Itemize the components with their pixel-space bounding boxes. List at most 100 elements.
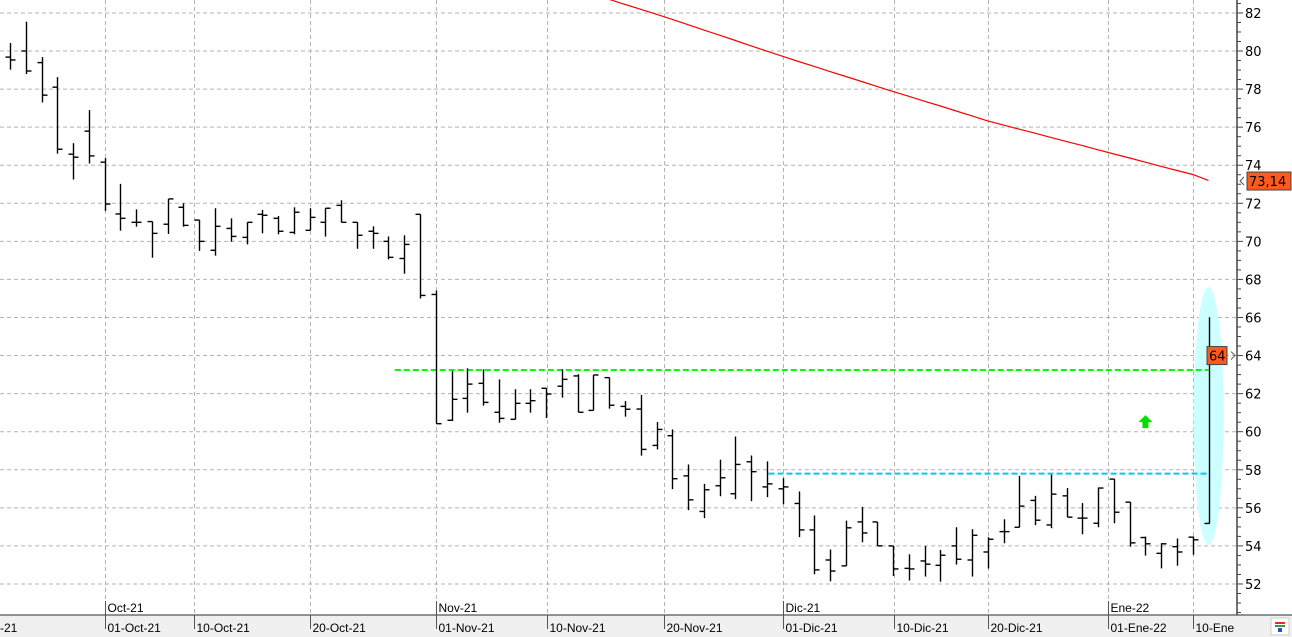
ohlc-bar [872,521,883,547]
ohlc-bar [494,379,505,423]
ohlc-bar [336,200,347,224]
y-tick-label: 60 [1245,426,1262,441]
y-tick-label: 70 [1245,235,1262,250]
x-tick-label: -21 [0,621,18,635]
price-label: 73,14 [1249,175,1286,190]
price-bars [5,21,1215,582]
y-tick-label: 80 [1245,45,1262,60]
ohlc-bar [1109,478,1120,524]
y-tick-label: 58 [1245,464,1262,479]
ohlc-bar [1030,495,1041,526]
ohlc-bar [1156,543,1167,569]
highlight-ellipse [1193,287,1224,545]
ohlc-bar [478,369,489,406]
ohlc-bar [967,529,978,577]
ohlc-bar [510,389,521,421]
ohlc-bar [305,208,316,232]
ohlc-bar [1014,475,1025,528]
overlays [394,0,1224,545]
ohlc-bar [999,519,1010,544]
x-tick-label: 10-Dic-21 [897,621,949,635]
ohlc-bar [762,461,773,498]
x-tick-label: 10-Ene [1196,621,1235,635]
y-tick-label: 56 [1245,502,1262,517]
ohlc-bar [210,208,221,256]
ohlc-bar [715,459,726,497]
x-tick-label: 01-Nov-21 [439,621,495,635]
x-tick-label: 10-Oct-21 [197,621,251,635]
price-marker-icon [1230,351,1236,360]
moving-average-line [609,0,1209,181]
y-tick-label: 74 [1245,159,1262,174]
ohlc-bar [447,370,458,422]
ohlc-bar [920,545,931,577]
ohlc-bar [68,143,79,180]
ohlc-bar [289,207,300,235]
price-label-box [1206,346,1228,366]
ohlc-bar [147,220,158,258]
ohlc-bar [699,483,710,519]
ohlc-bar [163,198,174,234]
app-icon[interactable] [1270,617,1290,636]
ohlc-bar [399,235,410,274]
ohlc-bar [1125,501,1136,547]
ohlc-bar [778,478,789,505]
ohlc-bar [983,537,994,569]
ohlc-bar [557,369,568,398]
ohlc-bar [37,57,48,103]
ohlc-bar [1172,538,1183,566]
ohlc-bar [588,374,599,412]
y-tick-label: 68 [1245,273,1262,288]
x-axis-band [0,615,1292,637]
ohlc-bar [951,527,962,565]
ohlc-bar [415,213,426,299]
ohlc-bar [194,219,205,251]
price-labels: 73,14 64 [1206,171,1292,366]
ohlc-bar [1093,487,1104,528]
ohlc-bar [888,545,899,576]
x-tick-label: 10-Nov-21 [550,621,606,635]
x-tick-label: 20-Dic-21 [991,621,1043,635]
ohlc-bar [5,43,16,70]
ohlc-bar [541,387,552,418]
ohlc-bar [383,236,394,260]
ohlc-bar [746,455,757,502]
y-tick-label: 76 [1245,121,1262,136]
ohlc-bar [431,290,442,425]
y-tick-label: 62 [1245,388,1262,403]
y-tick-label: 66 [1245,311,1262,326]
ohlc-bar [620,401,631,417]
ohlc-bar [115,183,126,231]
ohlc-bar [257,209,268,234]
ohlc-bar [604,376,615,409]
y-tick-label: 72 [1245,197,1262,212]
ohlc-bar [131,209,142,227]
ohlc-bar [352,221,363,249]
price-label-box [1246,171,1292,191]
ohlc-bar [794,491,805,538]
month-label: Oct-21 [108,601,144,615]
y-tick-label: 82 [1245,7,1262,22]
ohlc-bar [825,549,836,582]
month-label: Nov-21 [439,601,478,615]
x-tick-label: 20-Oct-21 [313,621,367,635]
ohlc-bar [462,368,473,413]
y-tick-label: 78 [1245,83,1262,98]
ohlc-bar [1140,536,1151,556]
month-label: Ene-22 [1111,601,1150,615]
ohlc-bar [525,389,536,413]
ohlc-bar [1077,503,1088,535]
ohlc-bar [652,421,663,450]
ohlc-bar [52,77,63,154]
ohlc-bar [226,218,237,242]
ohlc-bar [1046,474,1057,529]
ohlc-bar [573,374,584,413]
ohlc-bar [1062,488,1073,518]
price-label: 64 [1209,350,1226,365]
up-arrow-icon [1138,415,1153,429]
ohlc-bar [273,216,284,235]
ohlc-bar [683,464,694,511]
price-marker-icon [1239,176,1245,186]
